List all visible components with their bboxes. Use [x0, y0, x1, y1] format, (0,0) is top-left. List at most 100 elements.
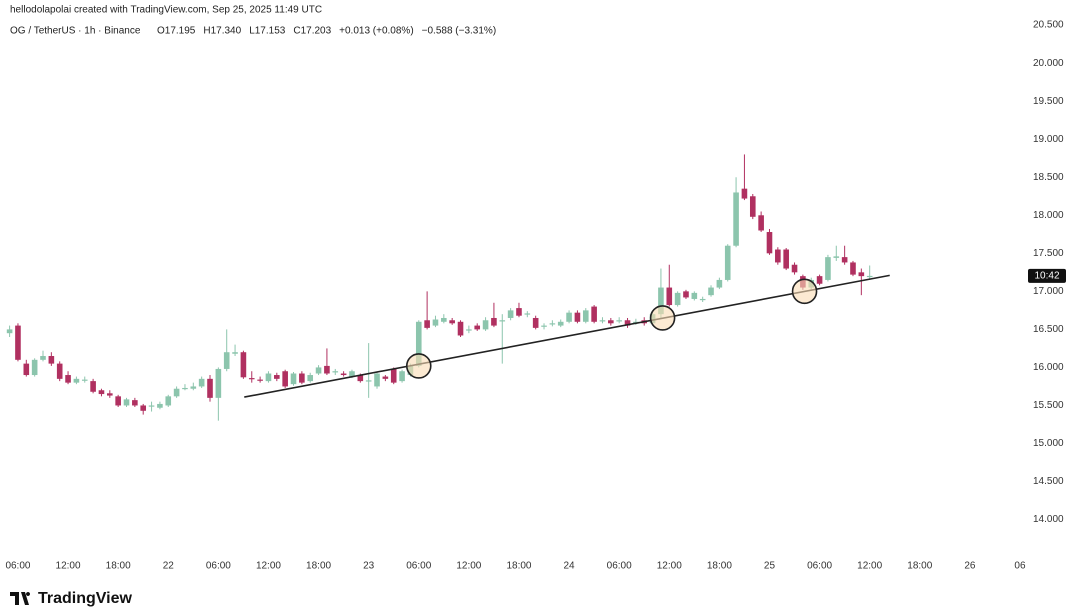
- countdown: 10:42: [1034, 271, 1059, 282]
- x-tick-label: 06:00: [5, 561, 30, 572]
- candle-body: [173, 388, 180, 397]
- candle-body: [56, 363, 63, 379]
- candle-body: [6, 329, 13, 334]
- candle-body: [724, 245, 731, 280]
- x-tick-label: 18:00: [306, 561, 331, 572]
- x-tick-label: 22: [163, 561, 175, 572]
- candle-body: [48, 356, 55, 364]
- x-tick-label: 18:00: [106, 561, 131, 572]
- axes: 14.000 14.500 15.000 15.500 16.000 16.500 17.0…: [5, 20, 1066, 572]
- candle-body: [299, 373, 305, 383]
- candle-body: [374, 373, 380, 387]
- x-tick-label: 06: [1014, 561, 1026, 572]
- candle-body: [549, 323, 556, 325]
- candle-body: [574, 312, 581, 322]
- candle-body: [140, 405, 147, 411]
- candle-body: [457, 321, 464, 336]
- candle-body: [382, 376, 389, 379]
- candle-body: [608, 320, 614, 324]
- candle-body: [315, 367, 322, 374]
- candle-body: [491, 317, 497, 326]
- candle-body: [340, 373, 347, 376]
- candle-body: [449, 320, 455, 324]
- candle-body: [165, 396, 172, 406]
- candle-body: [507, 310, 514, 318]
- candle-body: [733, 192, 739, 246]
- x-tick-label: 18:00: [506, 561, 531, 572]
- y-tick-label: 16.500: [1033, 324, 1064, 335]
- candle-body: [424, 320, 430, 328]
- highlight-circle: [405, 353, 432, 379]
- header-value: C17.203: [293, 26, 331, 37]
- candle-body: [708, 287, 714, 296]
- x-tick-label: 06:00: [607, 561, 632, 572]
- candle-body: [766, 232, 773, 254]
- logo: TradingView: [10, 590, 133, 607]
- candle-body: [73, 378, 80, 383]
- plot-area: [6, 154, 890, 421]
- y-tick-label: 18.000: [1033, 210, 1064, 221]
- candle-body: [816, 276, 823, 284]
- candle-body: [324, 365, 330, 374]
- candle-body: [699, 298, 706, 301]
- x-tick-label: 12:00: [56, 561, 81, 572]
- candle-body: [691, 292, 698, 299]
- x-tick-label: 18:00: [707, 561, 732, 572]
- candle-body: [791, 264, 798, 273]
- candle-body: [825, 257, 831, 280]
- candle-body: [474, 325, 481, 330]
- ohlc-header: O17.195 H17.340 L17.153 C17.203 +0.013 (+0.0…: [157, 26, 496, 37]
- x-tick-label: 12:00: [857, 561, 882, 572]
- y-tick-label: 15.000: [1033, 438, 1064, 449]
- highlight-circle: [649, 305, 676, 331]
- candle-body: [390, 368, 397, 383]
- logo-icon: [10, 592, 31, 605]
- y-tick-label: 15.500: [1033, 400, 1064, 411]
- candle-body: [866, 275, 873, 278]
- candle-body: [758, 215, 764, 231]
- candle-body: [107, 393, 113, 396]
- x-tick-label: 12:00: [456, 561, 481, 572]
- header-value: L17.153: [249, 26, 286, 37]
- attribution: hellodolapolai created with TradingView.…: [10, 5, 322, 16]
- candle-body: [98, 390, 105, 395]
- candle-body: [566, 312, 572, 322]
- candle-body: [31, 359, 38, 376]
- candle-body: [148, 405, 155, 407]
- countdown-box: [1028, 268, 1066, 283]
- candle-body: [557, 321, 564, 326]
- y-tick-label: 19.000: [1033, 134, 1064, 145]
- candle-body: [591, 306, 597, 322]
- candle-body: [257, 379, 263, 381]
- logo-text: TradingView: [38, 590, 133, 607]
- x-tick-label: 23: [363, 561, 375, 572]
- candle-body: [666, 287, 673, 306]
- candle-body: [132, 400, 138, 406]
- candle-body: [658, 287, 664, 315]
- candle-body: [683, 291, 689, 298]
- candle-body: [240, 352, 247, 378]
- header-value: +0.013 (+0.08%): [339, 26, 414, 37]
- candle-body: [207, 378, 213, 398]
- candle-body: [841, 257, 848, 263]
- candle-body: [248, 378, 255, 380]
- x-tick-label: 26: [964, 561, 976, 572]
- candle-body: [182, 387, 188, 390]
- candle-body: [123, 399, 130, 406]
- candle-body: [616, 320, 622, 322]
- candle-body: [466, 329, 472, 331]
- x-tick-label: 12:00: [657, 561, 682, 572]
- header-value: −0.588 (−3.31%): [422, 26, 497, 37]
- x-tick-label: 24: [564, 561, 576, 572]
- candle-body: [190, 386, 197, 389]
- candle-body: [115, 396, 121, 406]
- candle-body: [157, 403, 163, 408]
- candle-body: [541, 325, 547, 327]
- x-tick-label: 06:00: [807, 561, 832, 572]
- candle-body: [532, 317, 539, 328]
- candle-body: [624, 320, 631, 326]
- x-tick-label: 06:00: [406, 561, 431, 572]
- y-tick-label: 17.000: [1033, 286, 1064, 297]
- candle-body: [749, 196, 756, 217]
- candle-body: [15, 325, 21, 360]
